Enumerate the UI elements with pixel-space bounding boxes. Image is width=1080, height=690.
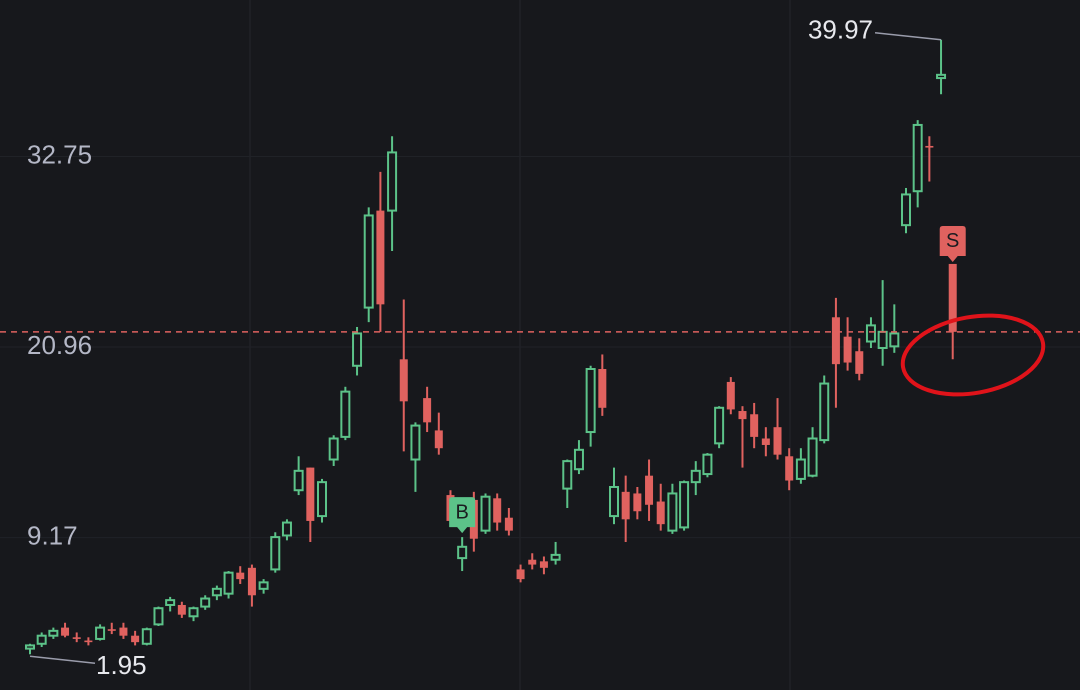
y-tick-label: 9.17 — [27, 520, 78, 550]
candle-body — [795, 458, 806, 480]
candle-body — [247, 567, 256, 596]
signal-label: S — [946, 230, 959, 252]
candle-body — [306, 467, 315, 521]
candle-body — [912, 123, 923, 193]
candle-body — [25, 644, 35, 650]
candle-body — [423, 398, 432, 423]
candle-body — [901, 193, 911, 227]
candle-body — [434, 430, 443, 449]
overlay: 39.97 1.95 B S — [0, 15, 1080, 680]
grid: 9.17 20.96 32.75 — [0, 139, 1080, 550]
min-label: 1.95 — [96, 650, 147, 680]
candle-body — [690, 469, 701, 484]
candle-body — [328, 437, 339, 461]
candle-body — [562, 460, 573, 490]
candle-body — [493, 498, 502, 523]
max-label: 39.97 — [808, 15, 873, 45]
candle-body — [188, 607, 199, 618]
candle-body — [340, 390, 351, 438]
candle-body — [119, 627, 128, 636]
candle-body — [223, 571, 234, 595]
candle-body — [363, 214, 374, 309]
candle-body — [48, 629, 59, 637]
candle-body — [539, 561, 548, 568]
candle-body — [165, 599, 176, 606]
candle-body — [573, 448, 584, 471]
candle-body — [925, 145, 934, 148]
signal-label: B — [455, 501, 468, 523]
candle-body — [236, 572, 245, 580]
candle-body — [656, 501, 665, 525]
min-pointer — [29, 655, 96, 665]
candle-body — [645, 475, 654, 505]
candle-body — [761, 438, 770, 445]
candle-body — [528, 559, 537, 565]
candle-body — [855, 351, 864, 374]
candle-body — [141, 628, 152, 645]
candle-body — [153, 607, 164, 626]
max-pointer — [874, 32, 942, 41]
candle-body — [387, 151, 398, 212]
candles — [25, 39, 957, 655]
candle-body — [211, 587, 222, 597]
candle-body — [131, 635, 140, 643]
candle-body — [293, 469, 304, 492]
candle-body — [702, 453, 713, 476]
candle-body — [399, 359, 408, 402]
candle-body — [831, 317, 840, 365]
candle-body — [281, 521, 292, 537]
y-tick-label: 20.96 — [27, 330, 92, 360]
candle-body — [480, 495, 491, 532]
candle-body — [948, 263, 957, 332]
candle-body — [376, 210, 385, 305]
candle-body — [738, 411, 747, 420]
candle-body — [889, 332, 900, 348]
y-tick-label: 32.75 — [27, 139, 92, 169]
candle-body — [550, 553, 561, 561]
signal-marker — [939, 225, 966, 262]
candle-body — [107, 629, 116, 631]
candle-body — [36, 634, 47, 645]
candle-body — [773, 427, 782, 455]
candle-body — [843, 336, 852, 363]
candle-body — [504, 517, 513, 531]
candle-body — [352, 332, 363, 367]
candle-body — [95, 626, 106, 640]
candle-body — [410, 424, 421, 461]
candle-body — [750, 414, 759, 437]
candle-body — [585, 368, 596, 434]
highlight-circle — [900, 313, 1046, 397]
candle-body — [609, 485, 619, 518]
candle-body — [807, 437, 818, 477]
candle-body — [679, 481, 690, 529]
candle-body — [270, 536, 281, 571]
candle-body — [819, 382, 830, 442]
candle-body — [865, 324, 876, 343]
candle-body — [317, 481, 327, 518]
candle-body — [621, 491, 630, 520]
candle-body — [785, 456, 794, 481]
candle-body — [457, 545, 468, 560]
candle-body — [84, 640, 93, 643]
candle-body — [258, 581, 269, 590]
candle-body — [516, 569, 525, 580]
candle-body — [72, 637, 81, 639]
candle-body — [936, 73, 947, 80]
signal-marker — [449, 497, 476, 534]
candle-body — [177, 604, 186, 615]
candle-body — [877, 330, 888, 349]
candle-body — [714, 406, 725, 445]
candle-body — [667, 492, 678, 532]
candle-body — [726, 381, 735, 410]
candle-body — [633, 493, 642, 512]
candle-body — [61, 627, 70, 636]
candle-body — [598, 369, 607, 408]
candle-body — [200, 597, 211, 608]
